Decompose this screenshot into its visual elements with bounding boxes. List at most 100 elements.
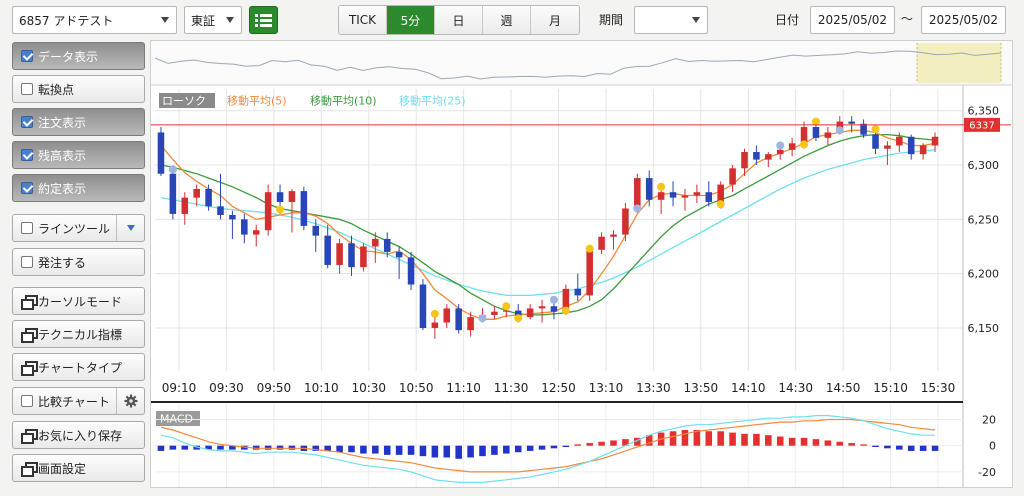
chart-legend: ローソク 移動平均(5) 移動平均(10) 移動平均(25)	[159, 93, 466, 108]
data-display-toggle[interactable]: データ表示	[12, 42, 145, 70]
navigator-range-window[interactable]	[917, 43, 1001, 83]
chart-grid	[155, 85, 964, 487]
macd-histogram-bar	[574, 444, 582, 446]
macd-histogram-bar	[860, 444, 867, 446]
execution-marker	[430, 309, 439, 318]
chart-type-label: チャートタイプ	[38, 360, 122, 375]
line-tool-toggle[interactable]: ラインツール	[12, 214, 145, 242]
chart-panel[interactable]: 6337 6,350 6,300 6,250 6,200 6,150 09:10 09:3…	[150, 40, 1013, 488]
timeframe-tabs: TICK 5分 日 週 月	[338, 5, 580, 35]
tab-day[interactable]: 日	[435, 6, 483, 34]
time-tick-label: 15:30	[921, 381, 956, 395]
chevron-down-icon	[226, 17, 234, 23]
price-axis: 6,350 6,300 6,250 6,200 6,150	[968, 105, 1000, 335]
checkbox-checked-icon	[21, 149, 33, 161]
screen-settings-button[interactable]: 画面設定	[12, 454, 145, 482]
technical-indicator-label: テクニカル指標	[38, 327, 123, 342]
candle-body	[193, 188, 200, 198]
macd-histogram-bar	[800, 437, 808, 446]
candle-body	[598, 236, 605, 250]
candle-body	[407, 257, 415, 285]
execution-marker	[561, 306, 570, 315]
candle-body	[348, 243, 355, 268]
date-to-input[interactable]: 2025/05/02	[921, 6, 1006, 34]
macd-histogram-bar	[645, 435, 653, 446]
order-display-toggle[interactable]: 注文表示	[12, 108, 145, 136]
execution-display-toggle[interactable]: 約定表示	[12, 174, 145, 202]
cursor-mode-button[interactable]: カーソルモード	[12, 287, 145, 315]
candle-body	[288, 191, 296, 202]
save-favorite-button[interactable]: お気に入り保存	[12, 421, 145, 449]
tab-week[interactable]: 週	[483, 6, 531, 34]
time-axis: 09:10 09:30 09:50 10:10 10:30 10:50 11:10 11:30…	[162, 381, 956, 395]
candle-body	[264, 192, 272, 231]
current-price-value: 6337	[969, 120, 994, 131]
compare-chart-toggle[interactable]: 比較チャート	[12, 387, 145, 415]
candle-body	[741, 152, 748, 169]
place-order-toggle[interactable]: 発注する	[12, 248, 145, 276]
period-select[interactable]	[634, 6, 708, 34]
date-from-input[interactable]: 2025/05/02	[810, 6, 895, 34]
tab-tick[interactable]: TICK	[339, 6, 387, 34]
macd-histogram-bar	[907, 445, 915, 451]
macd-histogram-bar	[788, 437, 796, 446]
macd-tick-label: 0	[989, 440, 996, 453]
execution-marker	[549, 295, 558, 304]
candle-body	[336, 243, 343, 265]
macd-histogram-bar	[669, 431, 677, 446]
macd-line	[160, 415, 935, 483]
candle-body	[705, 192, 713, 202]
tab-5min[interactable]: 5分	[387, 6, 435, 34]
data-display-label: データ表示	[38, 49, 99, 64]
legend-candle: ローソク	[162, 95, 206, 108]
execution-marker	[871, 125, 880, 134]
candle-body	[503, 310, 510, 312]
candle-body	[205, 188, 212, 207]
technical-indicator-button[interactable]: テクニカル指標	[12, 320, 145, 348]
compare-chart-settings-button[interactable]	[116, 388, 144, 414]
candle-body	[491, 311, 498, 315]
list-icon	[255, 14, 272, 27]
turning-point-toggle[interactable]: 転換点	[12, 75, 145, 103]
macd-histogram-bar	[264, 445, 272, 450]
list-view-button[interactable]	[249, 6, 278, 34]
macd-histogram-bar	[776, 436, 784, 446]
chevron-down-icon	[126, 225, 135, 231]
macd-histogram-bar	[229, 445, 236, 450]
candle-body	[765, 154, 772, 160]
candle-body	[360, 246, 367, 268]
macd-histogram-bar	[288, 445, 296, 450]
position-display-toggle[interactable]: 残高表示	[12, 141, 145, 169]
time-tick-label: 11:10	[446, 381, 481, 395]
line-tool-dropdown[interactable]	[116, 215, 144, 241]
execution-marker	[633, 204, 642, 213]
macd-histogram-bar	[395, 445, 403, 455]
macd-histogram-bar	[348, 445, 355, 453]
tab-month[interactable]: 月	[531, 6, 579, 34]
price-tick-label: 6,300	[968, 159, 1000, 172]
candle-body	[181, 197, 189, 214]
macd-histogram-bar	[741, 433, 748, 446]
time-tick-label: 10:10	[304, 381, 339, 395]
candle-body	[538, 306, 546, 309]
legend-candle-bg	[159, 93, 215, 108]
macd-tick-label: 20	[982, 413, 996, 426]
execution-display-label: 約定表示	[38, 181, 87, 196]
symbol-select[interactable]: 6857 アドテスト	[12, 6, 177, 34]
macd-histogram-bar	[550, 445, 558, 449]
moving-average-lines	[160, 129, 936, 320]
macd-histogram-bar	[503, 445, 510, 454]
navigator-sparkline	[154, 50, 1002, 80]
navigator[interactable]	[151, 41, 1012, 86]
order-display-label: 注文表示	[38, 115, 87, 130]
market-select[interactable]: 東証	[184, 6, 242, 34]
checkbox-icon	[21, 395, 33, 407]
candle-body	[383, 238, 391, 252]
candlesticks	[157, 116, 939, 339]
candle-body	[848, 121, 855, 124]
price-chart[interactable]: 6337 6,350 6,300 6,250 6,200 6,150 09:10 09:3…	[151, 41, 1012, 487]
candle-body	[574, 288, 582, 296]
macd-histogram-bar	[419, 445, 427, 457]
candle-body	[252, 230, 260, 235]
chart-type-button[interactable]: チャートタイプ	[12, 353, 145, 381]
